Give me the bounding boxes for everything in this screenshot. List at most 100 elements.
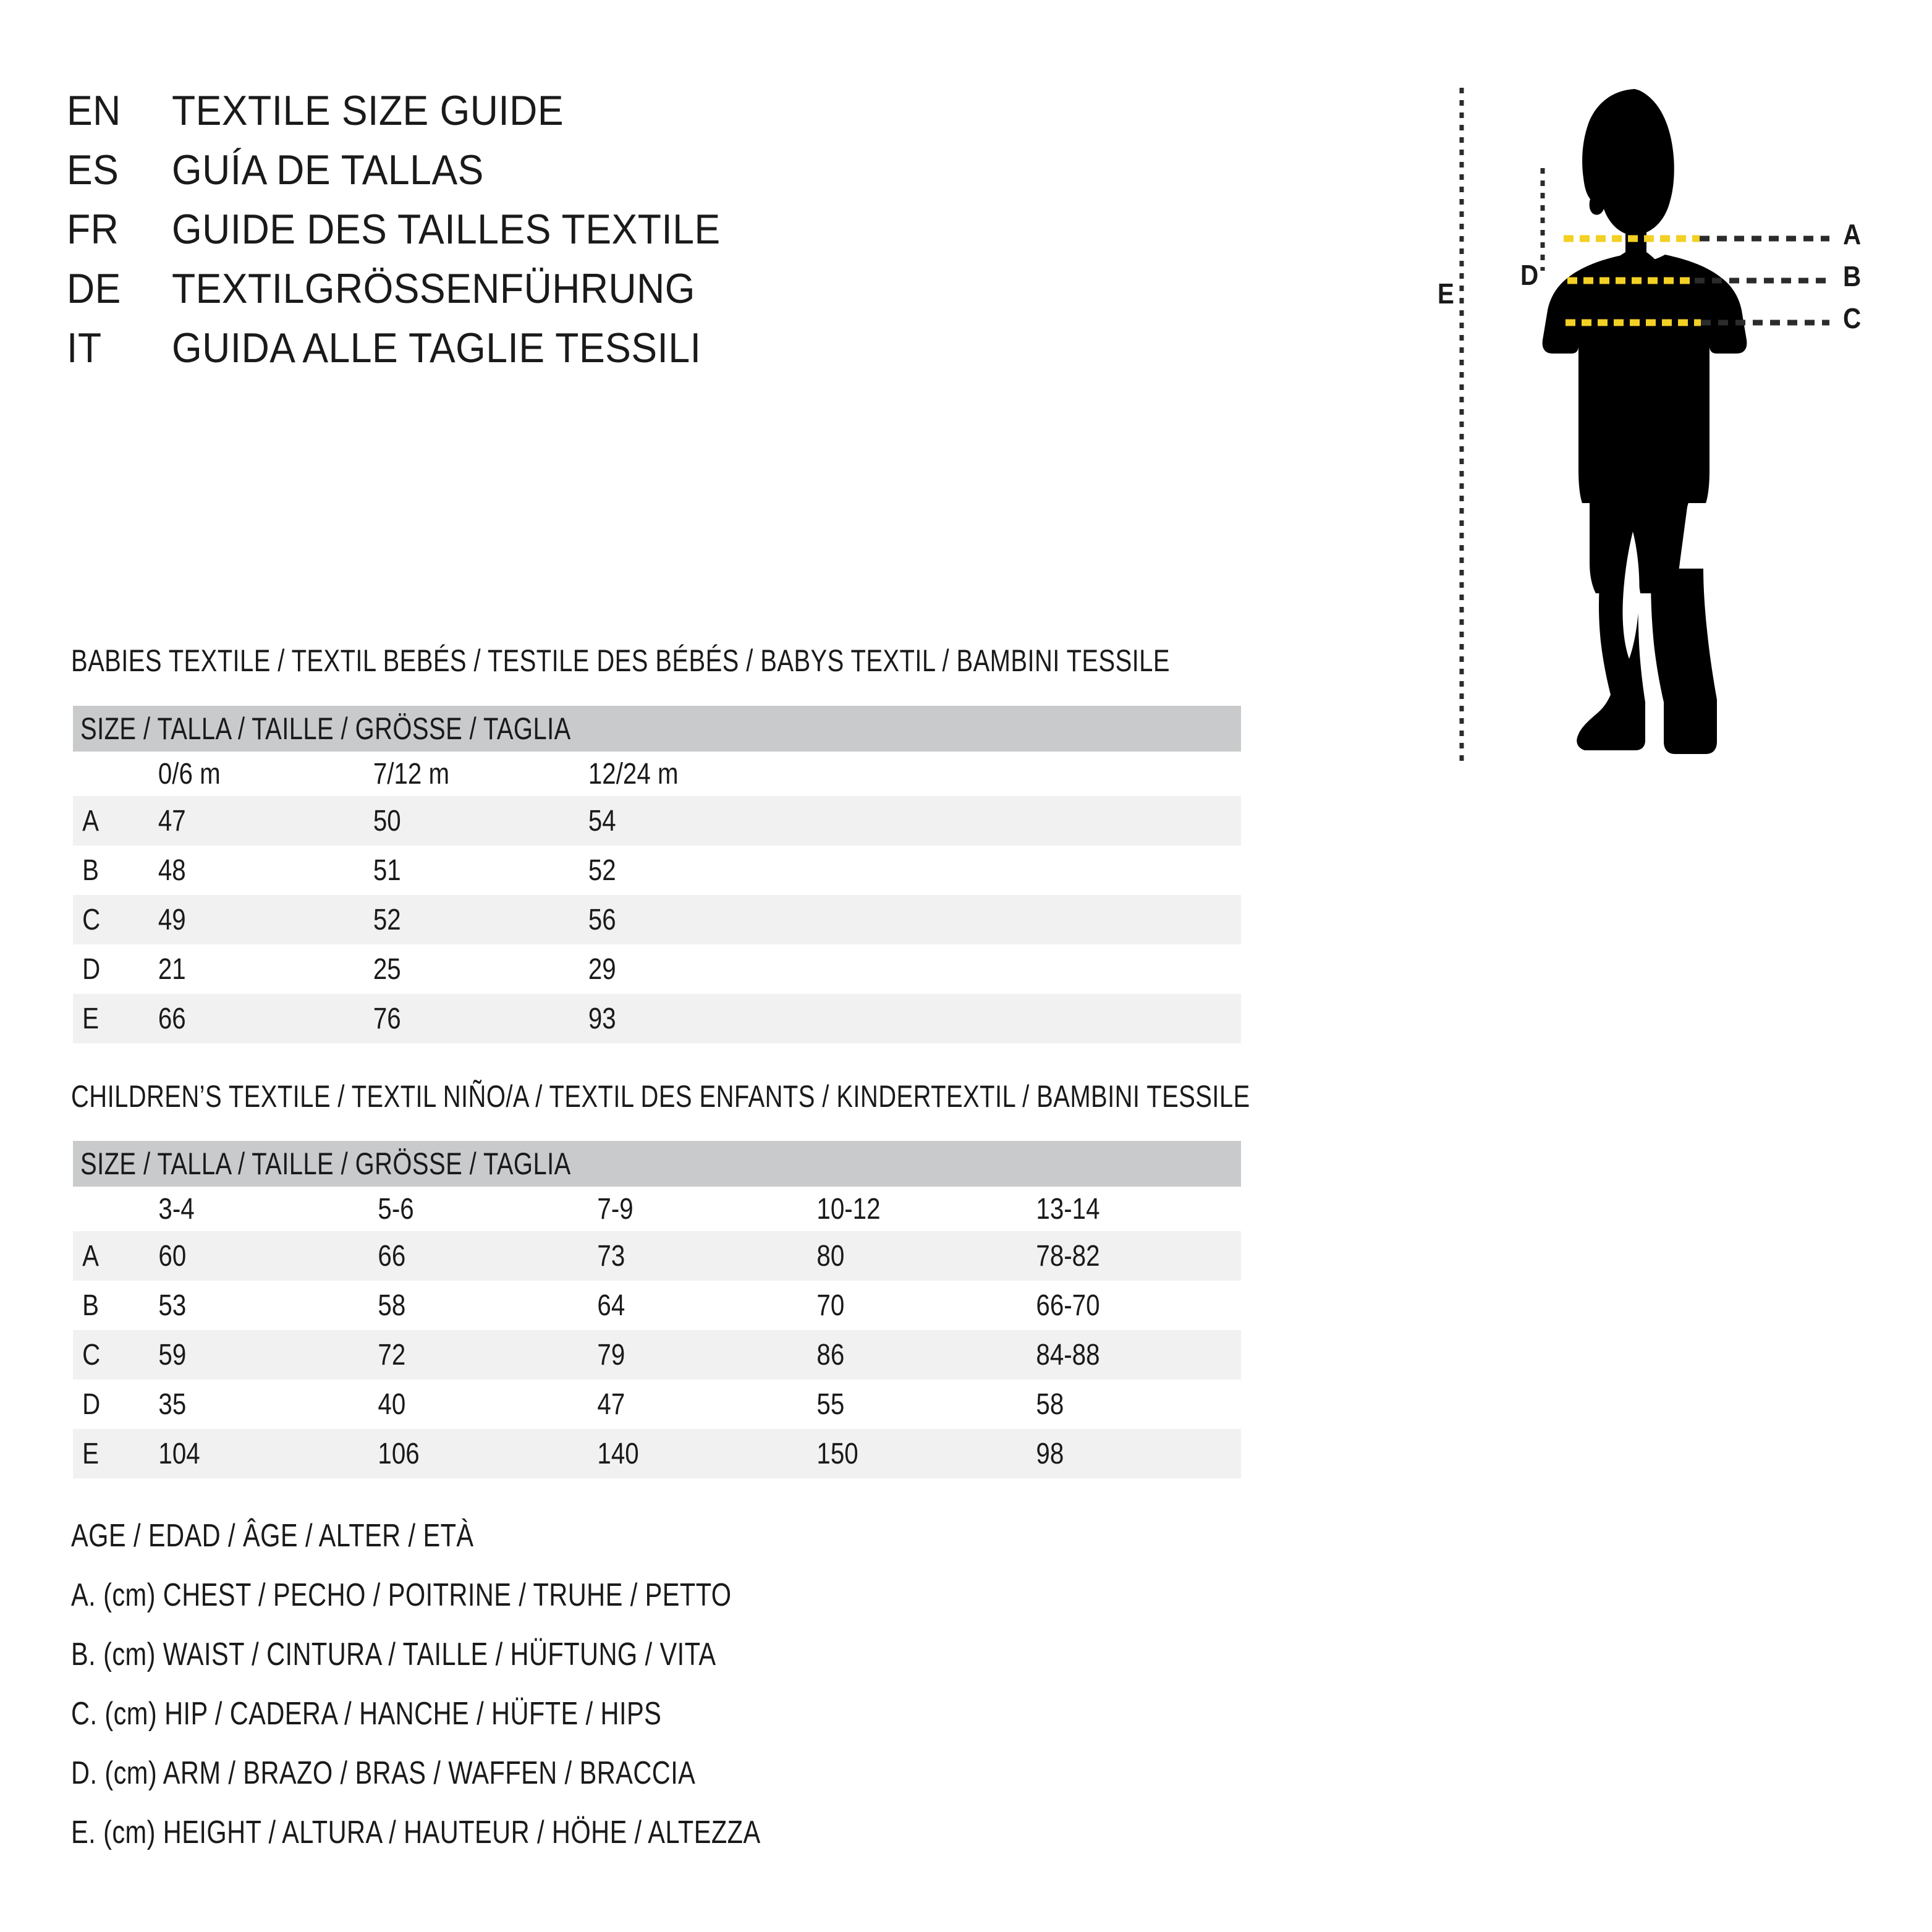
babies-cell-e-0: 66 [158,1002,186,1035]
table-row: C 59 72 79 86 84-88 [73,1330,1241,1379]
babies-row-label-a: A [82,804,100,837]
legend-text-age: AGE / EDAD / ÂGE / ALTER / ETÀ [71,1518,474,1554]
dimension-label-a: A [1842,218,1862,250]
babies-cell-b-2: 52 [588,854,616,887]
language-row-es: ES GUÍA DE TALLAS [67,146,1241,205]
babies-cell-d-2: 29 [588,952,616,986]
babies-column-header-1: 7/12 m [373,757,450,790]
children-cell-b-2: 64 [597,1289,625,1322]
dimension-label-c: C [1842,302,1862,334]
table-row: D 35 40 47 55 58 [73,1379,1241,1429]
table-row: A 60 66 73 80 78-82 [73,1231,1241,1281]
children-column-header-1: 5-6 [378,1192,414,1226]
legend-row-a: A. (cm) CHEST / PECHO / POITRINE / TRUHE… [71,1577,1307,1636]
babies-column-header-2: 12/24 m [588,757,679,790]
children-cell-a-0: 60 [158,1239,187,1273]
children-cell-c-2: 79 [597,1338,625,1371]
legend-row-e: E. (cm) HEIGHT / ALTURA / HAUTEUR / HÖHE… [71,1814,1307,1873]
babies-cell-c-2: 56 [588,903,616,936]
children-cell-d-1: 40 [378,1388,406,1421]
babies-row-label-b: B [82,854,100,887]
children-cell-a-1: 66 [378,1239,406,1273]
babies-size-table: SIZE / TALLA / TAILLE / GRÖSSE / TAGLIA … [73,706,1241,1043]
table-row: A 47 50 54 [73,796,1241,845]
legend-row-b: B. (cm) WAIST / CINTURA / TAILLE / HÜFTU… [71,1636,1307,1695]
babies-cell-a-1: 50 [373,804,401,837]
children-cell-a-2: 73 [597,1239,625,1273]
language-title-de: TEXTILGRÖSSENFÜHRUNG [172,265,695,312]
children-column-header-row: 3-4 5-6 7-9 10-12 13-14 [73,1187,1241,1231]
children-cell-b-4: 66-70 [1036,1289,1100,1322]
dimension-label-d: D [1520,259,1539,291]
babies-column-header-0: 0/6 m [158,757,221,790]
language-row-en: EN TEXTILE SIZE GUIDE [67,87,1241,146]
babies-head-band-label: SIZE / TALLA / TAILLE / GRÖSSE / TAGLIA [80,711,571,746]
language-code-es: ES [67,146,119,193]
babies-cell-b-1: 51 [373,854,401,887]
children-column-header-3: 10-12 [816,1192,881,1226]
language-row-it: IT GUIDA ALLE TAGLIE TESSILI [67,324,1241,383]
babies-section-title: BABIES TEXTILE / TEXTIL BEBÉS / TESTILE … [71,643,1170,678]
children-section-title: CHILDREN’S TEXTILE / TEXTIL NIÑO/A / TEX… [71,1079,1250,1114]
babies-cell-e-2: 93 [588,1002,616,1035]
children-row-label-b: B [82,1289,100,1322]
language-code-de: DE [67,265,121,312]
language-code-it: IT [67,324,102,371]
measurement-figure-diagram: E D A B C [1415,74,1910,773]
babies-cell-a-0: 47 [158,804,186,837]
table-row: D 21 25 29 [73,944,1241,994]
children-cell-a-3: 80 [816,1239,845,1273]
table-row: E 66 76 93 [73,994,1241,1043]
language-code-fr: FR [67,206,119,253]
babies-cell-a-2: 54 [588,804,616,837]
children-cell-c-0: 59 [158,1338,187,1371]
children-cell-d-2: 47 [597,1388,625,1421]
language-title-block: EN TEXTILE SIZE GUIDE ES GUÍA DE TALLAS … [67,87,1241,383]
child-silhouette-icon [1459,88,1829,765]
children-cell-e-4: 98 [1036,1437,1064,1470]
children-row-label-c: C [82,1338,101,1371]
children-cell-d-0: 35 [158,1388,187,1421]
children-column-header-2: 7-9 [597,1192,633,1226]
children-cell-e-1: 106 [378,1437,420,1470]
children-column-header-0: 3-4 [158,1192,195,1226]
legend-text-c: C. (cm) HIP / CADERA / HANCHE / HÜFTE / … [71,1696,662,1732]
language-title-fr: GUIDE DES TAILLES TEXTILE [172,206,721,253]
children-cell-b-3: 70 [816,1289,845,1322]
children-cell-e-3: 150 [816,1437,858,1470]
babies-column-header-row: 0/6 m 7/12 m 12/24 m [73,752,1241,796]
legend-text-a: A. (cm) CHEST / PECHO / POITRINE / TRUHE… [71,1577,732,1613]
silhouette-shape [1542,89,1747,754]
language-code-en: EN [67,87,121,134]
babies-cell-d-0: 21 [158,952,186,986]
children-cell-d-4: 58 [1036,1388,1064,1421]
legend-row-age: AGE / EDAD / ÂGE / ALTER / ETÀ [71,1517,1307,1577]
babies-row-label-d: D [82,952,101,986]
children-head-band-label: SIZE / TALLA / TAILLE / GRÖSSE / TAGLIA [80,1146,571,1181]
language-row-fr: FR GUIDE DES TAILLES TEXTILE [67,205,1241,265]
children-row-label-d: D [82,1388,101,1421]
language-title-es: GUÍA DE TALLAS [172,146,484,193]
children-size-table: SIZE / TALLA / TAILLE / GRÖSSE / TAGLIA … [73,1141,1241,1478]
children-cell-d-3: 55 [816,1388,845,1421]
legend-text-e: E. (cm) HEIGHT / ALTURA / HAUTEUR / HÖHE… [71,1815,761,1850]
babies-cell-b-0: 48 [158,854,186,887]
language-row-de: DE TEXTILGRÖSSENFÜHRUNG [67,265,1241,324]
legend-row-c: C. (cm) HIP / CADERA / HANCHE / HÜFTE / … [71,1695,1307,1755]
babies-cell-c-0: 49 [158,903,186,936]
legend-text-d: D. (cm) ARM / BRAZO / BRAS / WAFFEN / BR… [71,1755,696,1791]
babies-cell-e-1: 76 [373,1002,401,1035]
children-cell-c-3: 86 [816,1338,845,1371]
table-row: B 53 58 64 70 66-70 [73,1281,1241,1330]
children-row-label-e: E [82,1437,100,1470]
children-cell-b-1: 58 [378,1289,406,1322]
children-cell-c-4: 84-88 [1036,1338,1100,1371]
children-cell-e-0: 104 [158,1437,200,1470]
babies-table-head-band: SIZE / TALLA / TAILLE / GRÖSSE / TAGLIA [73,706,1241,752]
children-table-head-band: SIZE / TALLA / TAILLE / GRÖSSE / TAGLIA [73,1141,1241,1187]
language-title-en: TEXTILE SIZE GUIDE [172,87,564,134]
legend-text-b: B. (cm) WAIST / CINTURA / TAILLE / HÜFTU… [71,1637,716,1672]
babies-cell-c-1: 52 [373,903,401,936]
children-column-header-4: 13-14 [1036,1192,1100,1226]
table-row: C 49 52 56 [73,895,1241,944]
